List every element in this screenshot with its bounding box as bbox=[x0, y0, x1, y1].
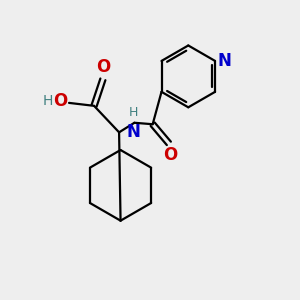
Text: O: O bbox=[163, 146, 178, 164]
Text: O: O bbox=[96, 58, 110, 76]
Text: N: N bbox=[127, 123, 141, 141]
Text: N: N bbox=[218, 52, 232, 70]
Text: O: O bbox=[53, 92, 68, 110]
Text: H: H bbox=[43, 94, 53, 108]
Text: H: H bbox=[129, 106, 139, 119]
